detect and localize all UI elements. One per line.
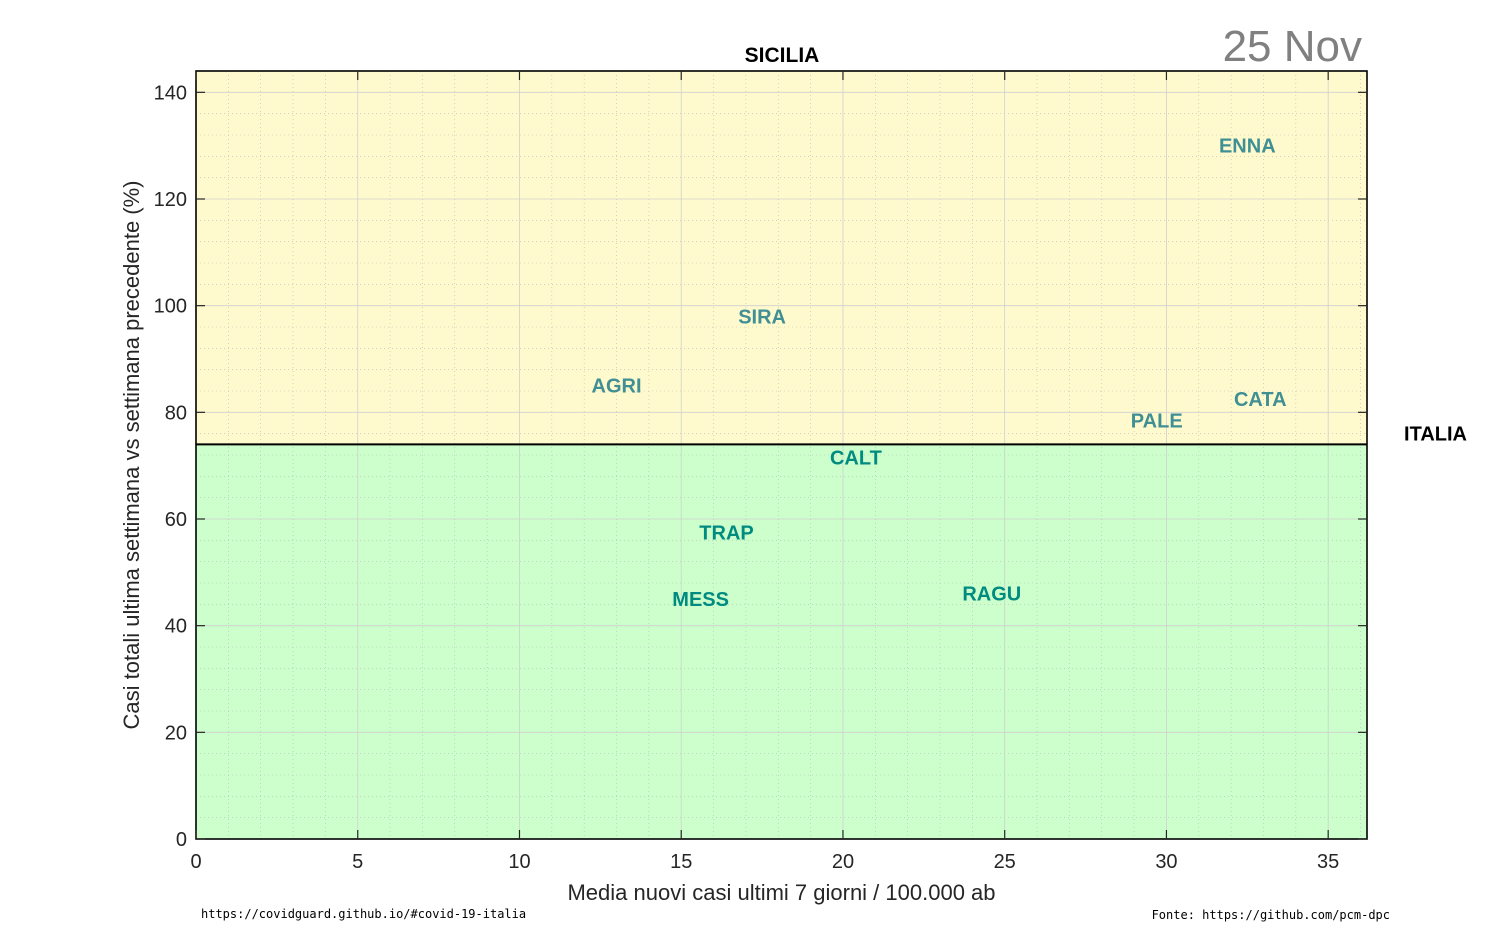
y-tick-label: 120 (154, 189, 187, 211)
x-tick-label: 10 (508, 851, 530, 873)
x-tick-label: 35 (1317, 851, 1339, 873)
point-pale: PALE (1131, 410, 1183, 432)
plot-frame (195, 70, 1368, 840)
ticks (195, 71, 1367, 840)
footer-data-source: Fonte: https://github.com/pcm-dpc (1152, 908, 1390, 922)
y-axis-title: Casi totali ultima settimana vs settiman… (119, 180, 144, 729)
point-calt: CALT (830, 448, 882, 470)
y-tick-label: 60 (165, 509, 187, 531)
x-axis-title: Media nuovi casi ultimi 7 giorni / 100.0… (567, 880, 995, 905)
y-tick-label: 20 (165, 722, 187, 744)
tick-labels: 0 5 10 15 20 25 30 35 0 20 40 60 80 100 120 140 (154, 82, 1340, 873)
point-trap: TRAP (699, 522, 753, 544)
x-tick-label: 15 (670, 851, 692, 873)
x-tick-label: 25 (994, 851, 1016, 873)
grid-major (196, 71, 1367, 839)
x-tick-label: 5 (352, 851, 363, 873)
x-tick-label: 0 (190, 851, 201, 873)
point-sira: SIRA (738, 306, 786, 328)
date-label: 25 Nov (1223, 22, 1362, 71)
point-cata: CATA (1234, 389, 1287, 411)
point-mess: MESS (672, 589, 729, 611)
x-tick-label: 30 (1155, 851, 1177, 873)
point-agri: AGRI (592, 376, 642, 398)
y-tick-label: 40 (165, 616, 187, 638)
y-tick-label: 80 (165, 402, 187, 424)
point-ragu: RAGU (962, 584, 1021, 606)
chart-title: SICILIA (745, 44, 820, 67)
y-tick-label: 0 (176, 829, 187, 851)
reference-line-label: ITALIA (1404, 423, 1467, 445)
x-tick-label: 20 (832, 851, 854, 873)
point-enna: ENNA (1219, 136, 1276, 158)
footer-source-link[interactable]: https://covidguard.github.io/#covid-19-i… (201, 907, 526, 921)
points: ENNA SIRA AGRI CATA PALE CALT TRAP MESS RAGU (592, 136, 1287, 611)
zone-above (196, 71, 1367, 445)
y-tick-label: 100 (154, 296, 187, 318)
y-tick-label: 140 (154, 82, 187, 104)
zone-below (196, 444, 1367, 839)
